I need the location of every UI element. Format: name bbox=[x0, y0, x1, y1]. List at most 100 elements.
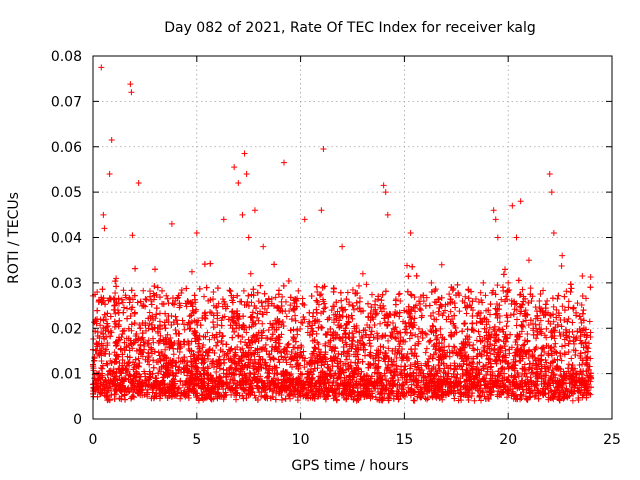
background-point bbox=[201, 293, 208, 300]
background-point bbox=[563, 334, 570, 341]
background-point bbox=[228, 308, 235, 315]
background-point bbox=[427, 312, 434, 319]
background-point bbox=[554, 295, 561, 302]
background-point bbox=[261, 305, 268, 312]
background-point bbox=[463, 310, 470, 317]
background-point bbox=[446, 349, 453, 356]
background-point bbox=[251, 392, 258, 399]
background-point bbox=[511, 373, 518, 380]
background-point bbox=[313, 306, 320, 313]
background-point bbox=[524, 331, 531, 338]
background-point bbox=[472, 296, 479, 303]
background-point bbox=[149, 389, 156, 396]
background-point bbox=[345, 348, 352, 355]
background-point bbox=[132, 265, 139, 272]
background-point bbox=[241, 324, 248, 331]
background-point bbox=[108, 329, 115, 336]
background-point bbox=[504, 394, 511, 401]
background-point bbox=[543, 334, 550, 341]
background-point bbox=[134, 299, 141, 306]
background-point bbox=[555, 292, 562, 299]
background-point bbox=[483, 321, 490, 328]
background-point bbox=[306, 309, 313, 316]
background-point bbox=[315, 341, 322, 348]
background-point bbox=[549, 367, 556, 374]
background-point bbox=[174, 321, 181, 328]
background-point bbox=[284, 342, 291, 349]
background-point bbox=[190, 351, 197, 358]
background-point bbox=[477, 382, 484, 389]
background-point bbox=[216, 353, 223, 360]
background-point bbox=[524, 337, 531, 344]
background-point bbox=[254, 314, 261, 321]
background-point bbox=[312, 345, 319, 352]
background-point bbox=[408, 305, 415, 312]
background-point bbox=[583, 394, 590, 401]
background-point bbox=[188, 268, 195, 275]
background-point bbox=[577, 353, 584, 360]
background-point bbox=[329, 363, 336, 370]
background-point bbox=[338, 297, 345, 304]
background-point bbox=[271, 261, 278, 268]
background-point bbox=[112, 290, 119, 297]
background-point bbox=[170, 351, 177, 358]
background-point bbox=[126, 387, 133, 394]
background-point bbox=[547, 345, 554, 352]
background-point bbox=[352, 353, 359, 360]
background-point bbox=[320, 308, 327, 315]
background-point bbox=[554, 321, 561, 328]
background-point bbox=[246, 370, 253, 377]
background-point bbox=[375, 293, 382, 300]
background-point bbox=[504, 361, 511, 368]
background-point bbox=[267, 336, 274, 343]
background-point bbox=[207, 260, 214, 267]
background-point bbox=[478, 351, 485, 358]
background-point bbox=[536, 321, 543, 328]
background-point bbox=[583, 360, 590, 367]
background-point bbox=[367, 317, 374, 324]
background-point bbox=[385, 337, 392, 344]
background-point bbox=[116, 360, 123, 367]
background-point bbox=[291, 335, 298, 342]
background-point bbox=[561, 342, 568, 349]
background-point bbox=[264, 374, 271, 381]
background-point bbox=[115, 334, 122, 341]
background-point bbox=[103, 360, 110, 367]
background-point bbox=[183, 303, 190, 310]
background-point bbox=[569, 397, 576, 404]
background-point bbox=[342, 360, 349, 367]
background-point bbox=[379, 395, 386, 402]
background-point bbox=[282, 354, 289, 361]
background-point bbox=[318, 291, 325, 298]
background-point bbox=[563, 288, 570, 295]
background-point bbox=[107, 313, 114, 320]
background-point bbox=[362, 387, 369, 394]
background-point bbox=[259, 303, 266, 310]
background-point bbox=[185, 341, 192, 348]
background-point bbox=[137, 341, 144, 348]
background-point bbox=[435, 311, 442, 318]
background-point bbox=[254, 310, 261, 317]
background-point bbox=[242, 339, 249, 346]
background-point bbox=[527, 285, 534, 292]
background-point bbox=[313, 309, 320, 316]
background-point bbox=[158, 349, 165, 356]
background-point bbox=[447, 308, 454, 315]
background-point bbox=[199, 314, 206, 321]
background-point bbox=[349, 286, 356, 293]
background-point bbox=[509, 388, 516, 395]
background-point bbox=[396, 313, 403, 320]
background-point bbox=[301, 357, 308, 364]
background-point bbox=[284, 351, 291, 358]
background-point bbox=[556, 329, 563, 336]
background-point bbox=[392, 296, 399, 303]
background-point bbox=[525, 355, 532, 362]
background-point bbox=[121, 339, 128, 346]
background-point bbox=[199, 344, 206, 351]
background-point bbox=[464, 367, 471, 374]
background-point bbox=[391, 350, 398, 357]
background-point bbox=[175, 355, 182, 362]
background-point bbox=[98, 357, 105, 364]
background-point bbox=[497, 358, 504, 365]
